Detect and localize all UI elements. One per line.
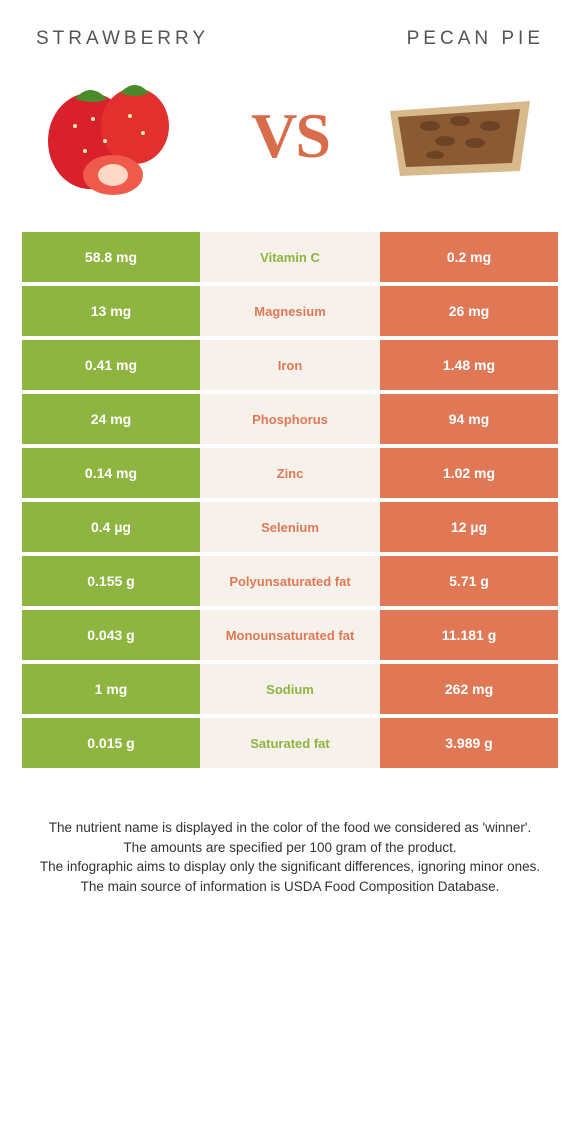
table-row: 58.8 mgVitamin C0.2 mg xyxy=(22,232,558,282)
right-value: 1.02 mg xyxy=(380,448,558,498)
left-value: 0.155 g xyxy=(22,556,200,606)
right-value: 94 mg xyxy=(380,394,558,444)
footer-line: The amounts are specified per 100 gram o… xyxy=(28,838,552,858)
table-row: 24 mgPhosphorus94 mg xyxy=(22,394,558,444)
table-row: 0.155 gPolyunsaturated fat5.71 g xyxy=(22,556,558,606)
vs-label: VS xyxy=(251,99,329,173)
right-value: 12 µg xyxy=(380,502,558,552)
right-value: 3.989 g xyxy=(380,718,558,768)
table-row: 1 mgSodium262 mg xyxy=(22,664,558,714)
footer-notes: The nutrient name is displayed in the co… xyxy=(0,772,580,896)
footer-line: The nutrient name is displayed in the co… xyxy=(28,818,552,838)
left-value: 0.015 g xyxy=(22,718,200,768)
nutrient-label: Phosphorus xyxy=(200,394,380,444)
left-value: 0.14 mg xyxy=(22,448,200,498)
nutrient-label: Vitamin C xyxy=(200,232,380,282)
nutrient-label: Polyunsaturated fat xyxy=(200,556,380,606)
nutrient-label: Selenium xyxy=(200,502,380,552)
left-value: 13 mg xyxy=(22,286,200,336)
left-food-title: STRAWBERRY xyxy=(36,28,209,50)
left-value: 24 mg xyxy=(22,394,200,444)
nutrient-label: Sodium xyxy=(200,664,380,714)
nutrient-label: Monounsaturated fat xyxy=(200,610,380,660)
nutrient-label: Saturated fat xyxy=(200,718,380,768)
header: STRAWBERRY PECAN PIE xyxy=(0,0,580,56)
left-value: 0.41 mg xyxy=(22,340,200,390)
nutrient-label: Zinc xyxy=(200,448,380,498)
footer-line: The main source of information is USDA F… xyxy=(28,877,552,897)
right-value: 1.48 mg xyxy=(380,340,558,390)
table-row: 13 mgMagnesium26 mg xyxy=(22,286,558,336)
table-row: 0.015 gSaturated fat3.989 g xyxy=(22,718,558,768)
nutrient-label: Magnesium xyxy=(200,286,380,336)
left-value: 58.8 mg xyxy=(22,232,200,282)
right-value: 0.2 mg xyxy=(380,232,558,282)
pecan-pie-image xyxy=(370,66,550,206)
table-row: 0.043 gMonounsaturated fat11.181 g xyxy=(22,610,558,660)
right-value: 26 mg xyxy=(380,286,558,336)
footer-line: The infographic aims to display only the… xyxy=(28,857,552,877)
right-food-title: PECAN PIE xyxy=(407,28,544,50)
strawberry-image xyxy=(30,66,210,206)
right-value: 5.71 g xyxy=(380,556,558,606)
left-value: 1 mg xyxy=(22,664,200,714)
hero-row: VS xyxy=(0,56,580,232)
left-value: 0.4 µg xyxy=(22,502,200,552)
nutrient-label: Iron xyxy=(200,340,380,390)
nutrient-table: 58.8 mgVitamin C0.2 mg13 mgMagnesium26 m… xyxy=(22,232,558,768)
left-value: 0.043 g xyxy=(22,610,200,660)
right-value: 262 mg xyxy=(380,664,558,714)
table-row: 0.41 mgIron1.48 mg xyxy=(22,340,558,390)
table-row: 0.14 mgZinc1.02 mg xyxy=(22,448,558,498)
right-value: 11.181 g xyxy=(380,610,558,660)
table-row: 0.4 µgSelenium12 µg xyxy=(22,502,558,552)
